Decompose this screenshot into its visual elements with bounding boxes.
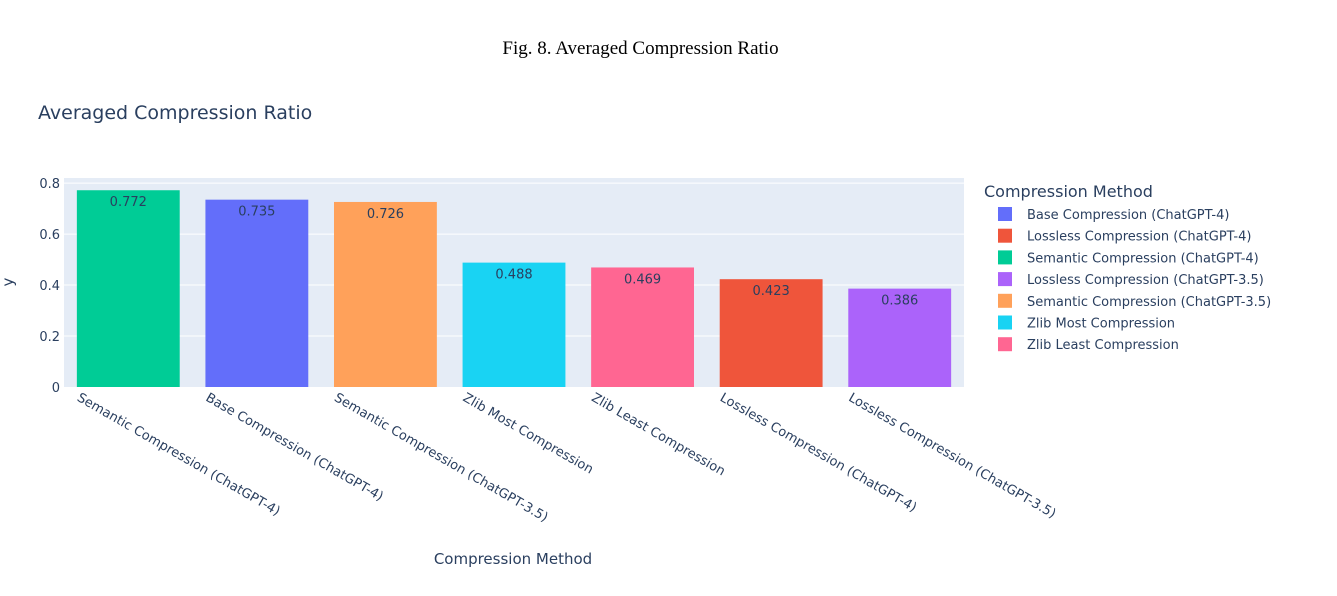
legend-label: Zlib Most Compression (1027, 317, 1175, 332)
bar-value-label: 0.386 (881, 294, 918, 309)
x-axis-title: Compression Method (434, 550, 592, 568)
legend-label: Base Compression (ChatGPT-4) (1027, 208, 1229, 223)
legend-item[interactable]: Lossless Compression (ChatGPT-4) (998, 228, 1251, 245)
bar-value-label: 0.735 (238, 205, 275, 220)
legend-label: Semantic Compression (ChatGPT-3.5) (1027, 295, 1271, 310)
legend-item[interactable]: Semantic Compression (ChatGPT-4) (998, 250, 1259, 266)
x-tick-label: Zlib Least Compression (589, 390, 728, 479)
y-tick-label: 0.6 (39, 228, 60, 243)
legend-item[interactable]: Zlib Least Compression (998, 337, 1179, 353)
bar-value-label: 0.423 (753, 284, 790, 299)
legend-label: Lossless Compression (ChatGPT-4) (1027, 230, 1251, 245)
legend-swatch (998, 293, 1012, 308)
legend-swatch (998, 228, 1012, 243)
legend-item[interactable]: Base Compression (ChatGPT-4) (998, 207, 1229, 223)
legend-swatch (998, 207, 1012, 221)
x-tick-label: Lossless Compression (ChatGPT-3.5) (846, 390, 1059, 521)
legend-item[interactable]: Lossless Compression (ChatGPT-3.5) (998, 272, 1264, 288)
bar[interactable] (205, 199, 309, 387)
y-axis-title: y (0, 277, 17, 286)
legend-swatch (998, 272, 1012, 287)
bar-value-label: 0.726 (367, 207, 404, 222)
legend-swatch (998, 315, 1012, 330)
x-axis-ticks: Semantic Compression (ChatGPT-4)Base Com… (74, 390, 1058, 525)
legend-label: Semantic Compression (ChatGPT-4) (1027, 251, 1259, 266)
bar[interactable] (76, 190, 180, 387)
bar[interactable] (591, 267, 694, 387)
bar-value-label: 0.469 (624, 272, 661, 287)
y-tick-label: 0.8 (39, 177, 60, 192)
bar-value-label: 0.488 (495, 268, 532, 283)
chart-title: Averaged Compression Ratio (38, 102, 312, 124)
legend-swatch (998, 337, 1012, 352)
legend-swatch (998, 250, 1012, 265)
bar-labels: 0.772 0.735 0.726 0.488 0.469 0.423 0.386 (110, 195, 919, 308)
legend-item[interactable]: Semantic Compression (ChatGPT-3.5) (998, 293, 1271, 310)
y-axis-ticks: 0 0.2 0.4 0.6 0.8 (39, 177, 60, 396)
legend-title: Compression Method (984, 182, 1153, 201)
x-tick-label: Zlib Most Compression (460, 390, 596, 477)
legend-label: Lossless Compression (ChatGPT-3.5) (1027, 273, 1264, 288)
bars (76, 190, 952, 387)
y-tick-label: 0.4 (39, 279, 60, 294)
legend[interactable]: Compression Method Base Compression (Cha… (984, 182, 1271, 353)
bar[interactable] (462, 262, 566, 387)
x-tick-label: Semantic Compression (ChatGPT-4) (74, 390, 282, 519)
bar[interactable] (334, 201, 437, 387)
y-tick-label: 0 (52, 381, 60, 396)
x-tick-label: Semantic Compression (ChatGPT-3.5) (331, 390, 550, 525)
bar-value-label: 0.772 (110, 195, 147, 210)
x-tick-label: Lossless Compression (ChatGPT-4) (717, 390, 919, 515)
bar[interactable] (848, 288, 952, 387)
bar[interactable] (719, 279, 823, 387)
y-tick-label: 0.2 (39, 330, 60, 345)
legend-label: Zlib Least Compression (1027, 338, 1179, 353)
figure-caption: Fig. 8. Averaged Compression Ratio (502, 38, 779, 59)
legend-item[interactable]: Zlib Most Compression (998, 315, 1175, 332)
